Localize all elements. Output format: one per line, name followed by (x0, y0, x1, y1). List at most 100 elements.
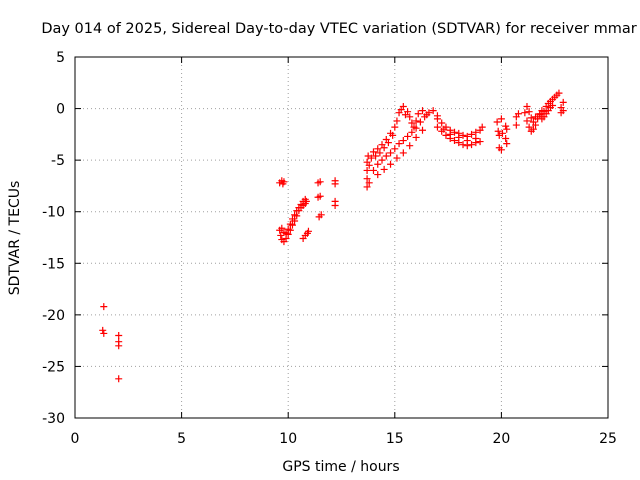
data-point (463, 137, 471, 145)
data-point (433, 123, 441, 131)
data-point (412, 133, 420, 141)
data-point (387, 160, 395, 168)
data-point (549, 101, 557, 109)
data-point (459, 141, 467, 149)
data-point (503, 125, 511, 133)
data-point (529, 118, 537, 126)
data-point (100, 303, 108, 311)
data-point (389, 131, 397, 139)
data-point (365, 161, 373, 169)
data-point (525, 108, 533, 116)
y-tick-label: -20 (42, 308, 65, 324)
data-point (301, 195, 309, 203)
data-point (387, 149, 395, 157)
data-point (291, 211, 299, 219)
data-point (559, 107, 567, 115)
data-point (288, 215, 296, 223)
y-tick-label: -15 (42, 256, 65, 272)
data-point (521, 109, 529, 117)
data-point (536, 111, 544, 119)
data-point (523, 103, 531, 111)
data-point (503, 140, 511, 148)
data-point (468, 130, 476, 138)
data-point (494, 127, 502, 135)
data-point (363, 183, 371, 191)
data-point (414, 110, 422, 118)
x-tick-label: 5 (177, 431, 186, 447)
data-point (440, 125, 448, 133)
data-point (450, 128, 458, 136)
x-axis-label: GPS time / hours (282, 459, 399, 475)
data-point (99, 326, 107, 334)
data-point (391, 123, 399, 131)
data-point (408, 128, 416, 136)
data-point (399, 137, 407, 145)
data-point (395, 140, 403, 148)
data-point (316, 178, 324, 186)
data-point (369, 166, 377, 174)
data-point (408, 119, 416, 127)
data-point (406, 142, 414, 150)
plot-frame (74, 56, 609, 419)
data-point (399, 149, 407, 157)
data-point (404, 108, 412, 116)
data-point (555, 89, 563, 97)
x-tick-label: 25 (599, 431, 617, 447)
data-point (468, 141, 476, 149)
data-point (497, 146, 505, 154)
data-point (277, 231, 285, 239)
data-point (380, 165, 388, 173)
data-point (363, 166, 371, 174)
data-point (100, 329, 108, 337)
data-point (382, 152, 390, 160)
data-point (472, 128, 480, 136)
data-point (478, 123, 486, 131)
data-point (284, 225, 292, 233)
data-point (493, 118, 501, 126)
data-point (419, 107, 427, 115)
y-axis-label: SDTVAR / TECUs (7, 181, 23, 296)
y-tick-label: -25 (42, 359, 65, 375)
x-tick-label: 15 (386, 431, 404, 447)
data-point (476, 138, 484, 146)
y-tick-label: 0 (56, 102, 65, 118)
data-point (286, 220, 294, 228)
data-point (376, 149, 384, 157)
data-point (399, 103, 407, 111)
data-point (429, 107, 437, 115)
data-point (391, 145, 399, 153)
data-point (446, 130, 454, 138)
data-point (502, 122, 510, 130)
data-point (331, 180, 339, 188)
data-points (99, 89, 567, 383)
data-point (372, 152, 380, 160)
data-point (442, 131, 450, 139)
data-point (450, 137, 458, 145)
data-point (438, 119, 446, 127)
data-point (115, 375, 123, 383)
x-tick-label: 10 (279, 431, 297, 447)
x-axis: 0 5 10 15 20 25 (71, 57, 617, 447)
data-point (498, 129, 506, 137)
data-point (317, 211, 325, 219)
data-point (378, 156, 386, 164)
data-point (374, 160, 382, 168)
data-point (331, 202, 339, 210)
data-point (502, 134, 510, 142)
data-point (280, 178, 288, 186)
data-point (529, 125, 537, 133)
data-point (369, 148, 377, 156)
chart-title: Day 014 of 2025, Sidereal Day-to-day VTE… (41, 21, 636, 37)
data-point (514, 110, 522, 118)
data-point (404, 132, 412, 140)
data-point (410, 123, 418, 131)
data-point (472, 134, 480, 142)
data-point (416, 118, 424, 126)
data-point (115, 331, 123, 339)
data-point (523, 117, 531, 125)
data-point (304, 227, 312, 235)
data-point (393, 154, 401, 162)
data-point (367, 154, 375, 162)
